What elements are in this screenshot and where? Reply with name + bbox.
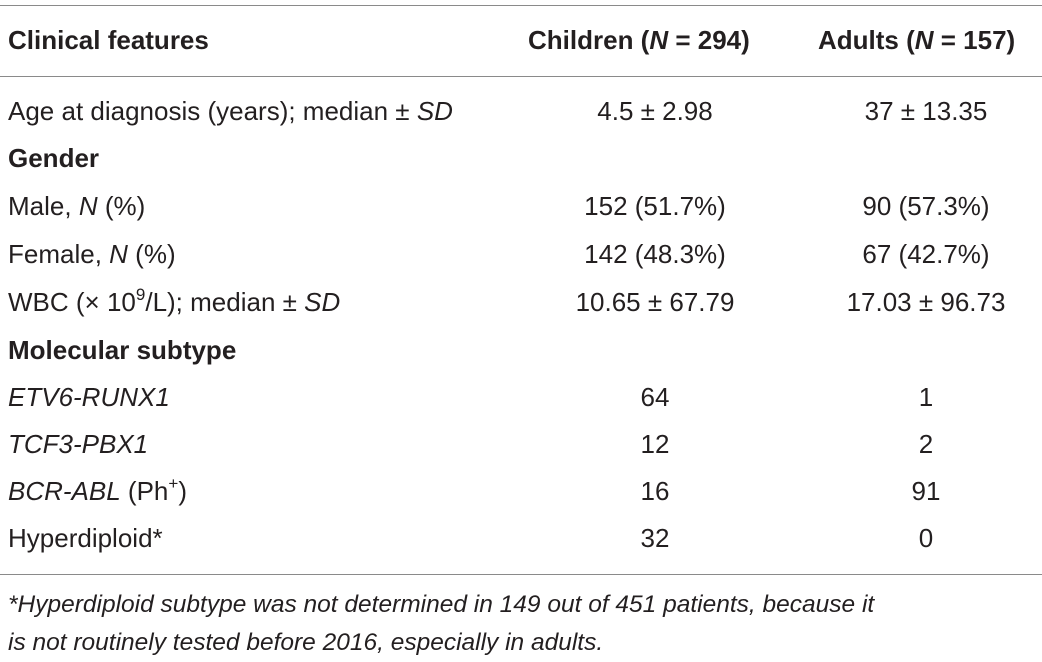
row-label: ETV6-RUNX1 bbox=[8, 382, 170, 412]
table-row-male: Male, N (%) 152 (51.7%) 90 (57.3%) bbox=[0, 183, 1042, 230]
row-label: TCF3-PBX1 bbox=[8, 429, 149, 459]
children-value: 152 (51.7%) bbox=[584, 191, 726, 221]
children-value: 32 bbox=[640, 523, 670, 553]
table-footnote: *Hyperdiploid subtype was not determined… bbox=[8, 586, 1038, 662]
header-adults: Adults (N = 157) bbox=[818, 25, 1016, 55]
section-label: Molecular subtype bbox=[8, 335, 237, 365]
row-label: Hyperdiploid* bbox=[8, 523, 163, 553]
children-value: 64 bbox=[640, 382, 670, 412]
section-gender: Gender bbox=[0, 135, 1042, 182]
adults-value: 90 (57.3%) bbox=[862, 191, 990, 221]
children-value: 142 (48.3%) bbox=[584, 239, 726, 269]
adults-value: 0 bbox=[918, 523, 934, 553]
row-label: Male, N (%) bbox=[8, 191, 146, 221]
children-value: 4.5 ± 2.98 bbox=[597, 96, 713, 126]
header-clinical-features: Clinical features bbox=[8, 25, 209, 55]
children-value: 10.65 ± 67.79 bbox=[575, 287, 735, 317]
table-header-row: Clinical features Children (N = 294) Adu… bbox=[0, 17, 1042, 64]
children-value: 16 bbox=[640, 476, 670, 506]
adults-value: 17.03 ± 96.73 bbox=[846, 287, 1006, 317]
header-children: Children (N = 294) bbox=[528, 25, 750, 55]
table-row-tcf3-pbx1: TCF3-PBX1 12 2 bbox=[0, 421, 1042, 468]
table-bottom-rule bbox=[0, 574, 1042, 575]
table-top-rule bbox=[0, 5, 1042, 6]
adults-value: 91 bbox=[911, 476, 941, 506]
row-label: BCR-ABL (Ph+) bbox=[8, 474, 187, 506]
adults-value: 1 bbox=[918, 382, 934, 412]
section-label: Gender bbox=[8, 143, 100, 173]
row-label: Female, N (%) bbox=[8, 239, 176, 269]
table-row-hyperdiploid: Hyperdiploid* 32 0 bbox=[0, 515, 1042, 562]
adults-value: 2 bbox=[918, 429, 934, 459]
table-row-age: Age at diagnosis (years); median ± SD 4.… bbox=[0, 88, 1042, 135]
header-divider-rule bbox=[0, 76, 1042, 77]
adults-value: 37 ± 13.35 bbox=[864, 96, 988, 126]
row-label: WBC (× 109/L); median ± SD bbox=[8, 285, 341, 317]
row-label: Age at diagnosis (years); median ± SD bbox=[8, 96, 453, 126]
table-row-etv6-runx1: ETV6-RUNX1 64 1 bbox=[0, 374, 1042, 421]
footnote-line-2: is not routinely tested before 2016, esp… bbox=[8, 629, 604, 656]
children-value: 12 bbox=[640, 429, 670, 459]
adults-value: 67 (42.7%) bbox=[862, 239, 990, 269]
table-row-wbc: WBC (× 109/L); median ± SD 10.65 ± 67.79… bbox=[0, 279, 1042, 326]
footnote-line-1: *Hyperdiploid subtype was not determined… bbox=[8, 591, 875, 618]
table-row-bcr-abl: BCR-ABL (Ph+) 16 91 bbox=[0, 468, 1042, 515]
table-row-female: Female, N (%) 142 (48.3%) 67 (42.7%) bbox=[0, 231, 1042, 278]
section-molecular-subtype: Molecular subtype bbox=[0, 327, 1042, 374]
